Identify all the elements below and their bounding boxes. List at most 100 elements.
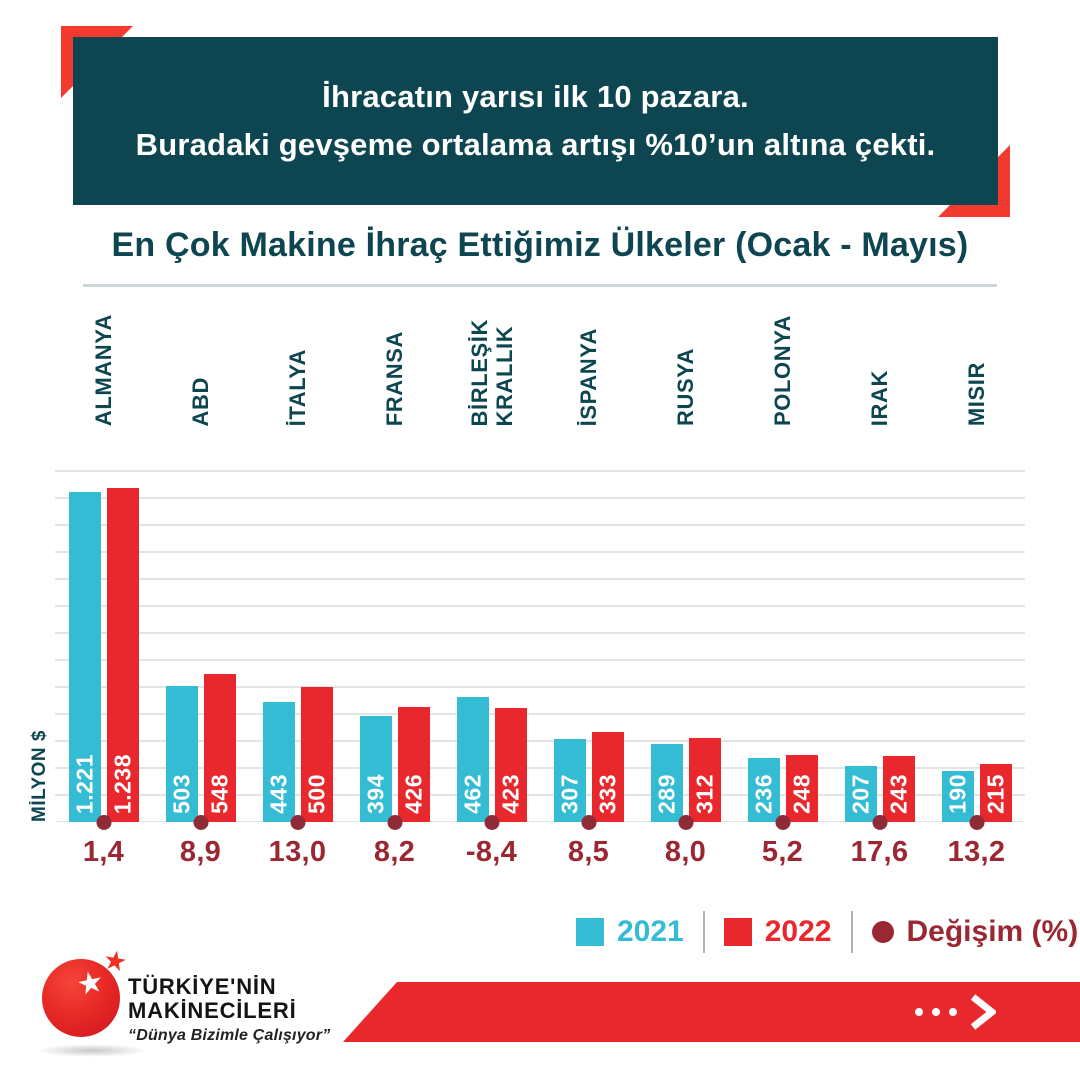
country-label-cell: RUSYA (637, 295, 734, 426)
bar-value-2021: 503 (168, 774, 194, 814)
dot-icon (915, 1008, 923, 1016)
change-dot-icon (775, 815, 790, 830)
change-dot-icon (969, 815, 984, 830)
bar-group: 289 312 (637, 470, 734, 830)
change-percent-row: 1,4 8,9 13,0 8,2 -8,4 8,5 8,0 5,2 17,6 13,2 (55, 836, 1025, 869)
country-label-cell: POLONYA (734, 295, 831, 426)
footer-ribbon (343, 982, 1080, 1042)
change-percent-value: -8,4 (465, 836, 518, 868)
bar-value-2021: 443 (265, 774, 291, 814)
change-dot-icon (872, 815, 887, 830)
country-label-cell: IRAK (831, 295, 928, 426)
legend: 2021 2022 Değişim (%) (576, 910, 1078, 954)
bar-value-2022: 243 (885, 774, 911, 814)
change-percent-value: 17,6 (850, 836, 909, 868)
headline-banner: İhracatın yarısı ilk 10 pazara. Buradaki… (73, 37, 998, 205)
country-label-cell: BİRLEŞİK KRALLIK (443, 295, 540, 426)
country-label-cell: İTALYA (249, 295, 346, 426)
country-label: IRAK (867, 369, 892, 426)
bar-2021: 307 (553, 739, 586, 822)
bar-2022: 423 (494, 708, 527, 822)
change-dot-icon (484, 815, 499, 830)
logo-shadow (36, 1044, 148, 1057)
change-percent-value: 8,9 (179, 836, 222, 868)
dot-icon (932, 1008, 940, 1016)
legend-divider (850, 911, 853, 953)
country-label: MISIR (964, 361, 989, 426)
bar-2022: 1.238 (106, 488, 139, 822)
bar-value-2022: 426 (400, 774, 426, 814)
bar-group: 1.221 1.238 (55, 470, 152, 830)
bar-2022: 548 (203, 674, 236, 822)
bar-group: 236 248 (734, 470, 831, 830)
country-label-cell: ABD (152, 295, 249, 426)
country-label: BİRLEŞİK KRALLIK (466, 318, 517, 426)
legend-label-2022: 2022 (764, 915, 832, 948)
bar-value-2021: 1.221 (71, 753, 97, 814)
bar-group: 207 243 (831, 470, 928, 830)
bar-value-2022: 1.238 (109, 753, 135, 814)
change-percent-value: 5,2 (761, 836, 804, 868)
bar-2022: 248 (785, 755, 818, 822)
change-percent-value: 8,5 (567, 836, 610, 868)
bar-value-2021: 289 (653, 774, 679, 814)
change-dot-icon (290, 815, 305, 830)
bar-value-2022: 312 (691, 774, 717, 814)
bar-value-2021: 462 (459, 774, 485, 814)
bar-groups: 1.221 1.238 503 548 443 500 394 426 (55, 470, 1025, 830)
bar-value-2021: 394 (362, 774, 388, 814)
headline-line-1: İhracatın yarısı ilk 10 pazara. (322, 79, 749, 114)
bar-2021: 462 (456, 697, 489, 822)
logo-circle (42, 959, 120, 1037)
bar-2022: 312 (688, 738, 721, 822)
country-labels-row: ALMANYA ABD İTALYA FRANSA BİRLEŞİK KRALLIK İS… (55, 295, 1025, 426)
change-percent-value: 8,0 (664, 836, 707, 868)
legend-label-degisim: Değişim (%) (906, 915, 1079, 948)
legend-dot-icon (871, 921, 894, 943)
bar-value-2022: 248 (788, 774, 814, 814)
logo-wordmark: TÜRKİYE'NİN MAKİNECİLERİ “Dünya Bizimle … (128, 975, 330, 1045)
change-dot-icon (193, 815, 208, 830)
legend-item-2022: 2022 (723, 915, 832, 949)
bar-value-2022: 500 (303, 774, 329, 814)
country-label: İSPANYA (576, 327, 601, 426)
bar-group: 307 333 (540, 470, 637, 830)
country-label-cell: ALMANYA (55, 295, 152, 426)
bar-2022: 215 (979, 764, 1012, 822)
change-percent-value: 1,4 (82, 836, 125, 868)
bar-value-2021: 190 (944, 774, 970, 814)
change-percent-value: 13,2 (947, 836, 1006, 868)
bar-value-2022: 423 (497, 774, 523, 814)
bar-2022: 426 (397, 707, 430, 822)
ellipsis-chevron-right-icon[interactable] (915, 994, 996, 1030)
bar-chart-plot: 1.221 1.238 503 548 443 500 394 426 (55, 470, 1025, 830)
bar-group: 462 423 (443, 470, 540, 830)
bar-2021: 503 (165, 686, 198, 822)
chart-title: En Çok Makine İhraç Ettiğimiz Ülkeler (O… (111, 226, 969, 264)
y-axis-label: MİLYON $ (29, 730, 50, 822)
bar-group: 394 426 (346, 470, 443, 830)
headline-line-2: Buradaki gevşeme ortalama artışı %10’un … (135, 127, 936, 162)
chevron-right-icon (970, 994, 996, 1030)
bar-2021: 207 (844, 766, 877, 822)
bar-value-2022: 215 (982, 774, 1008, 814)
bar-2021: 190 (941, 771, 974, 822)
legend-item-2021: 2021 (576, 915, 684, 949)
change-percent-value: 13,0 (268, 836, 327, 868)
star-icon: ★ (100, 944, 130, 978)
bar-2021: 1.221 (68, 492, 101, 822)
bar-group: 503 548 (152, 470, 249, 830)
legend-swatch-2021 (576, 918, 604, 946)
bar-2021: 289 (650, 744, 683, 822)
legend-item-degisim: Değişim (%) (871, 915, 1079, 949)
bar-value-2022: 548 (206, 774, 232, 814)
logo-slogan: “Dünya Bizimle Çalışıyor” (128, 1027, 331, 1044)
bar-value-2021: 307 (556, 774, 582, 814)
country-label: İTALYA (285, 348, 310, 426)
bar-2022: 500 (300, 687, 333, 822)
country-label: ABD (188, 376, 213, 426)
bar-2021: 394 (359, 716, 392, 822)
country-label: ALMANYA (91, 313, 116, 426)
bar-2022: 243 (882, 756, 915, 822)
title-divider (83, 284, 997, 287)
